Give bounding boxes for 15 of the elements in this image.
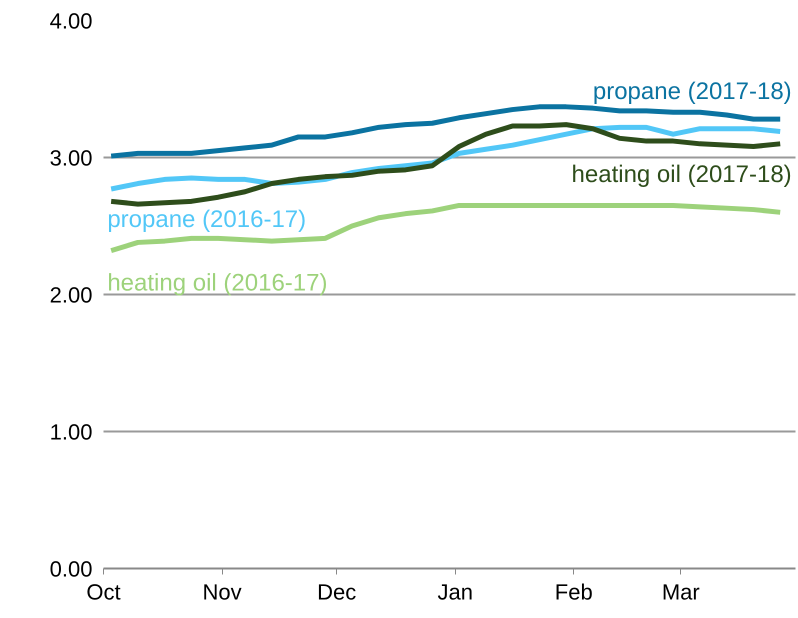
x-tick-label: Dec [317,580,356,604]
x-tick-label: Mar [662,580,700,604]
y-tick-label: 3.00 [50,146,93,170]
series-label: heating oil (2016-17) [107,270,328,297]
y-tick-label: 4.00 [50,8,93,34]
y-tick-label: 0.00 [50,556,93,582]
x-tick-label: Jan [438,580,473,604]
series-label: propane (2016-17) [107,206,306,234]
y-tick-label: 2.00 [50,282,93,308]
y-tick-label: 1.00 [50,420,93,444]
series-label: propane (2017-18) [592,78,792,106]
x-tick-label: Feb [554,580,593,604]
x-tick-label: Oct [86,580,121,604]
x-tick-label: Nov [202,580,242,604]
series-label: heating oil (2017-18) [572,160,792,188]
